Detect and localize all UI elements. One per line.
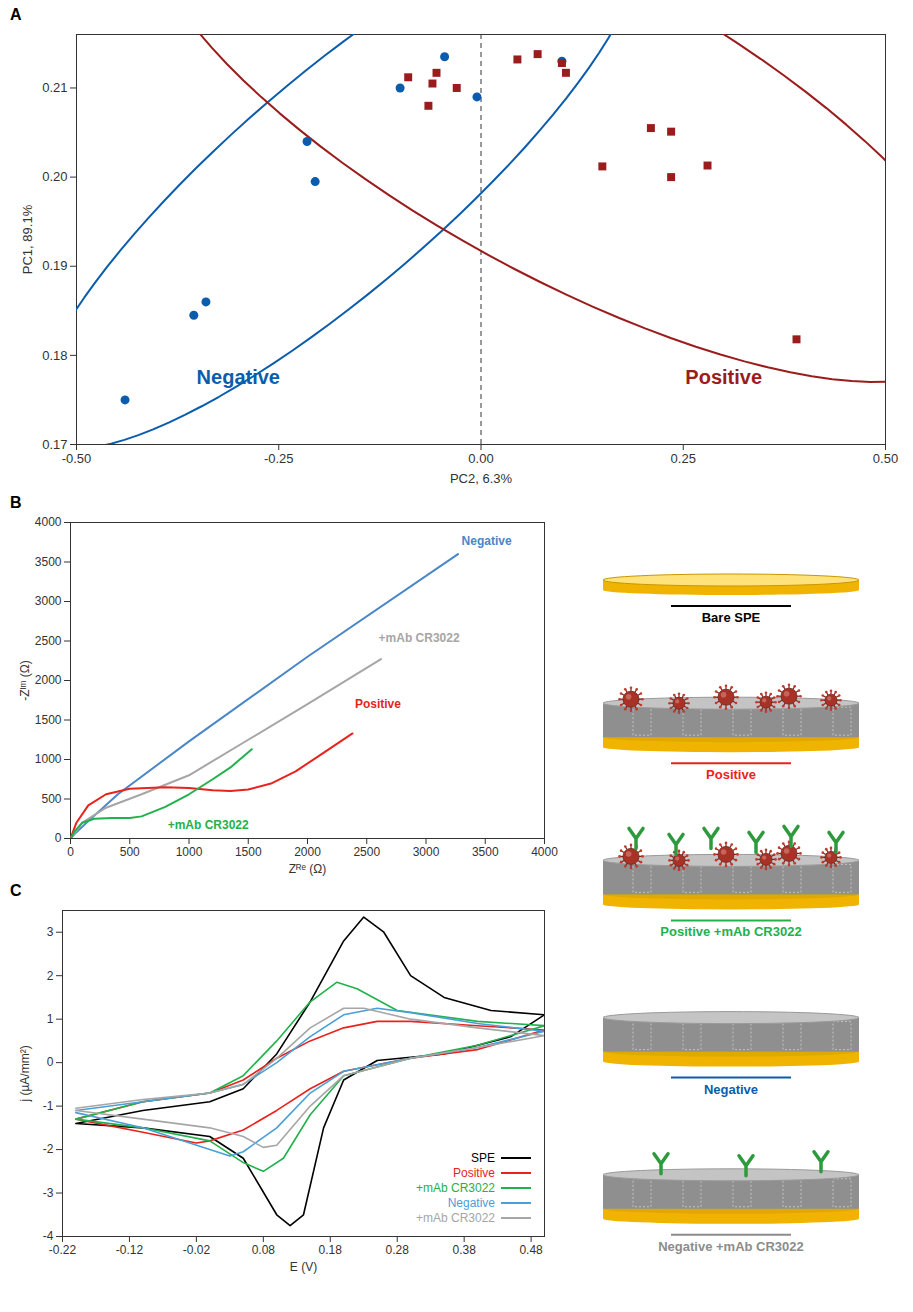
svg-text:1000: 1000 bbox=[176, 845, 203, 859]
svg-text:-Zᴵᵐ (Ω): -Zᴵᵐ (Ω) bbox=[18, 660, 32, 701]
svg-text:Zᴿᵉ (Ω): Zᴿᵉ (Ω) bbox=[289, 862, 327, 876]
svg-text:500: 500 bbox=[41, 792, 61, 806]
svg-text:Positive +mAb CR3022: Positive +mAb CR3022 bbox=[660, 924, 801, 939]
svg-text:+mAb CR3022: +mAb CR3022 bbox=[379, 631, 460, 645]
svg-text:2500: 2500 bbox=[35, 634, 62, 648]
svg-text:0.18: 0.18 bbox=[42, 348, 67, 363]
svg-text:Bare SPE: Bare SPE bbox=[702, 610, 761, 625]
svg-text:Positive: Positive bbox=[355, 697, 401, 711]
html-text:SPE: SPE bbox=[471, 1150, 495, 1165]
svg-text:E (V): E (V) bbox=[290, 1260, 317, 1274]
svg-text:-3: -3 bbox=[43, 1186, 54, 1200]
svg-text:Negative: Negative bbox=[197, 366, 280, 388]
svg-text:0.19: 0.19 bbox=[42, 258, 67, 273]
svg-text:PC2, 6.3%: PC2, 6.3% bbox=[450, 471, 513, 486]
svg-text:0.25: 0.25 bbox=[671, 451, 696, 466]
svg-text:-4: -4 bbox=[43, 1229, 54, 1243]
svg-text:2000: 2000 bbox=[35, 673, 62, 687]
html-text:A: A bbox=[10, 6, 22, 23]
svg-text:2: 2 bbox=[47, 969, 54, 983]
svg-text:2000: 2000 bbox=[294, 845, 321, 859]
html-text:+mAb CR3022: +mAb CR3022 bbox=[416, 1210, 495, 1225]
html-text:B: B bbox=[10, 494, 22, 511]
svg-text:-0.22: -0.22 bbox=[49, 1243, 77, 1257]
svg-text:Positive: Positive bbox=[685, 366, 762, 388]
svg-text:3500: 3500 bbox=[472, 845, 499, 859]
svg-text:0: 0 bbox=[55, 831, 62, 845]
svg-text:Negative +mAb CR3022: Negative +mAb CR3022 bbox=[658, 1239, 804, 1254]
html-text:C: C bbox=[10, 882, 22, 899]
svg-text:Negative: Negative bbox=[462, 534, 512, 548]
svg-text:1500: 1500 bbox=[35, 713, 62, 727]
svg-text:3: 3 bbox=[47, 925, 54, 939]
svg-text:4000: 4000 bbox=[35, 515, 62, 529]
svg-text:-1: -1 bbox=[43, 1099, 54, 1113]
svg-text:0.20: 0.20 bbox=[42, 169, 67, 184]
svg-text:0: 0 bbox=[47, 1055, 54, 1069]
svg-text:0.48: 0.48 bbox=[519, 1243, 543, 1257]
svg-text:Negative: Negative bbox=[704, 1082, 758, 1097]
svg-text:0.17: 0.17 bbox=[42, 437, 67, 452]
svg-text:0.38: 0.38 bbox=[452, 1243, 476, 1257]
svg-text:-2: -2 bbox=[43, 1142, 54, 1156]
svg-text:1000: 1000 bbox=[35, 752, 62, 766]
svg-text:500: 500 bbox=[120, 845, 140, 859]
svg-text:2500: 2500 bbox=[353, 845, 380, 859]
svg-text:-0.02: -0.02 bbox=[183, 1243, 211, 1257]
svg-text:0.21: 0.21 bbox=[42, 80, 67, 95]
svg-text:Positive: Positive bbox=[706, 767, 756, 782]
svg-text:j (µA/mm²): j (µA/mm²) bbox=[18, 1045, 32, 1102]
svg-text:0.08: 0.08 bbox=[252, 1243, 276, 1257]
svg-text:0.50: 0.50 bbox=[873, 451, 898, 466]
html-text:Positive: Positive bbox=[453, 1165, 495, 1180]
svg-text:3500: 3500 bbox=[35, 555, 62, 569]
svg-text:0.28: 0.28 bbox=[386, 1243, 410, 1257]
svg-text:3000: 3000 bbox=[413, 845, 440, 859]
svg-text:0.18: 0.18 bbox=[319, 1243, 343, 1257]
svg-text:4000: 4000 bbox=[531, 845, 558, 859]
html-text:+mAb CR3022: +mAb CR3022 bbox=[416, 1180, 495, 1195]
svg-text:PC1, 89.1%: PC1, 89.1% bbox=[20, 204, 35, 274]
html-text:Negative: Negative bbox=[447, 1195, 495, 1210]
svg-text:1500: 1500 bbox=[235, 845, 262, 859]
svg-text:0.00: 0.00 bbox=[468, 451, 493, 466]
svg-text:1: 1 bbox=[47, 1012, 54, 1026]
svg-text:0: 0 bbox=[67, 845, 74, 859]
svg-text:3000: 3000 bbox=[35, 594, 62, 608]
svg-text:-0.50: -0.50 bbox=[62, 451, 92, 466]
svg-text:-0.25: -0.25 bbox=[264, 451, 294, 466]
svg-text:+mAb CR3022: +mAb CR3022 bbox=[168, 818, 249, 832]
svg-text:-0.12: -0.12 bbox=[116, 1243, 144, 1257]
